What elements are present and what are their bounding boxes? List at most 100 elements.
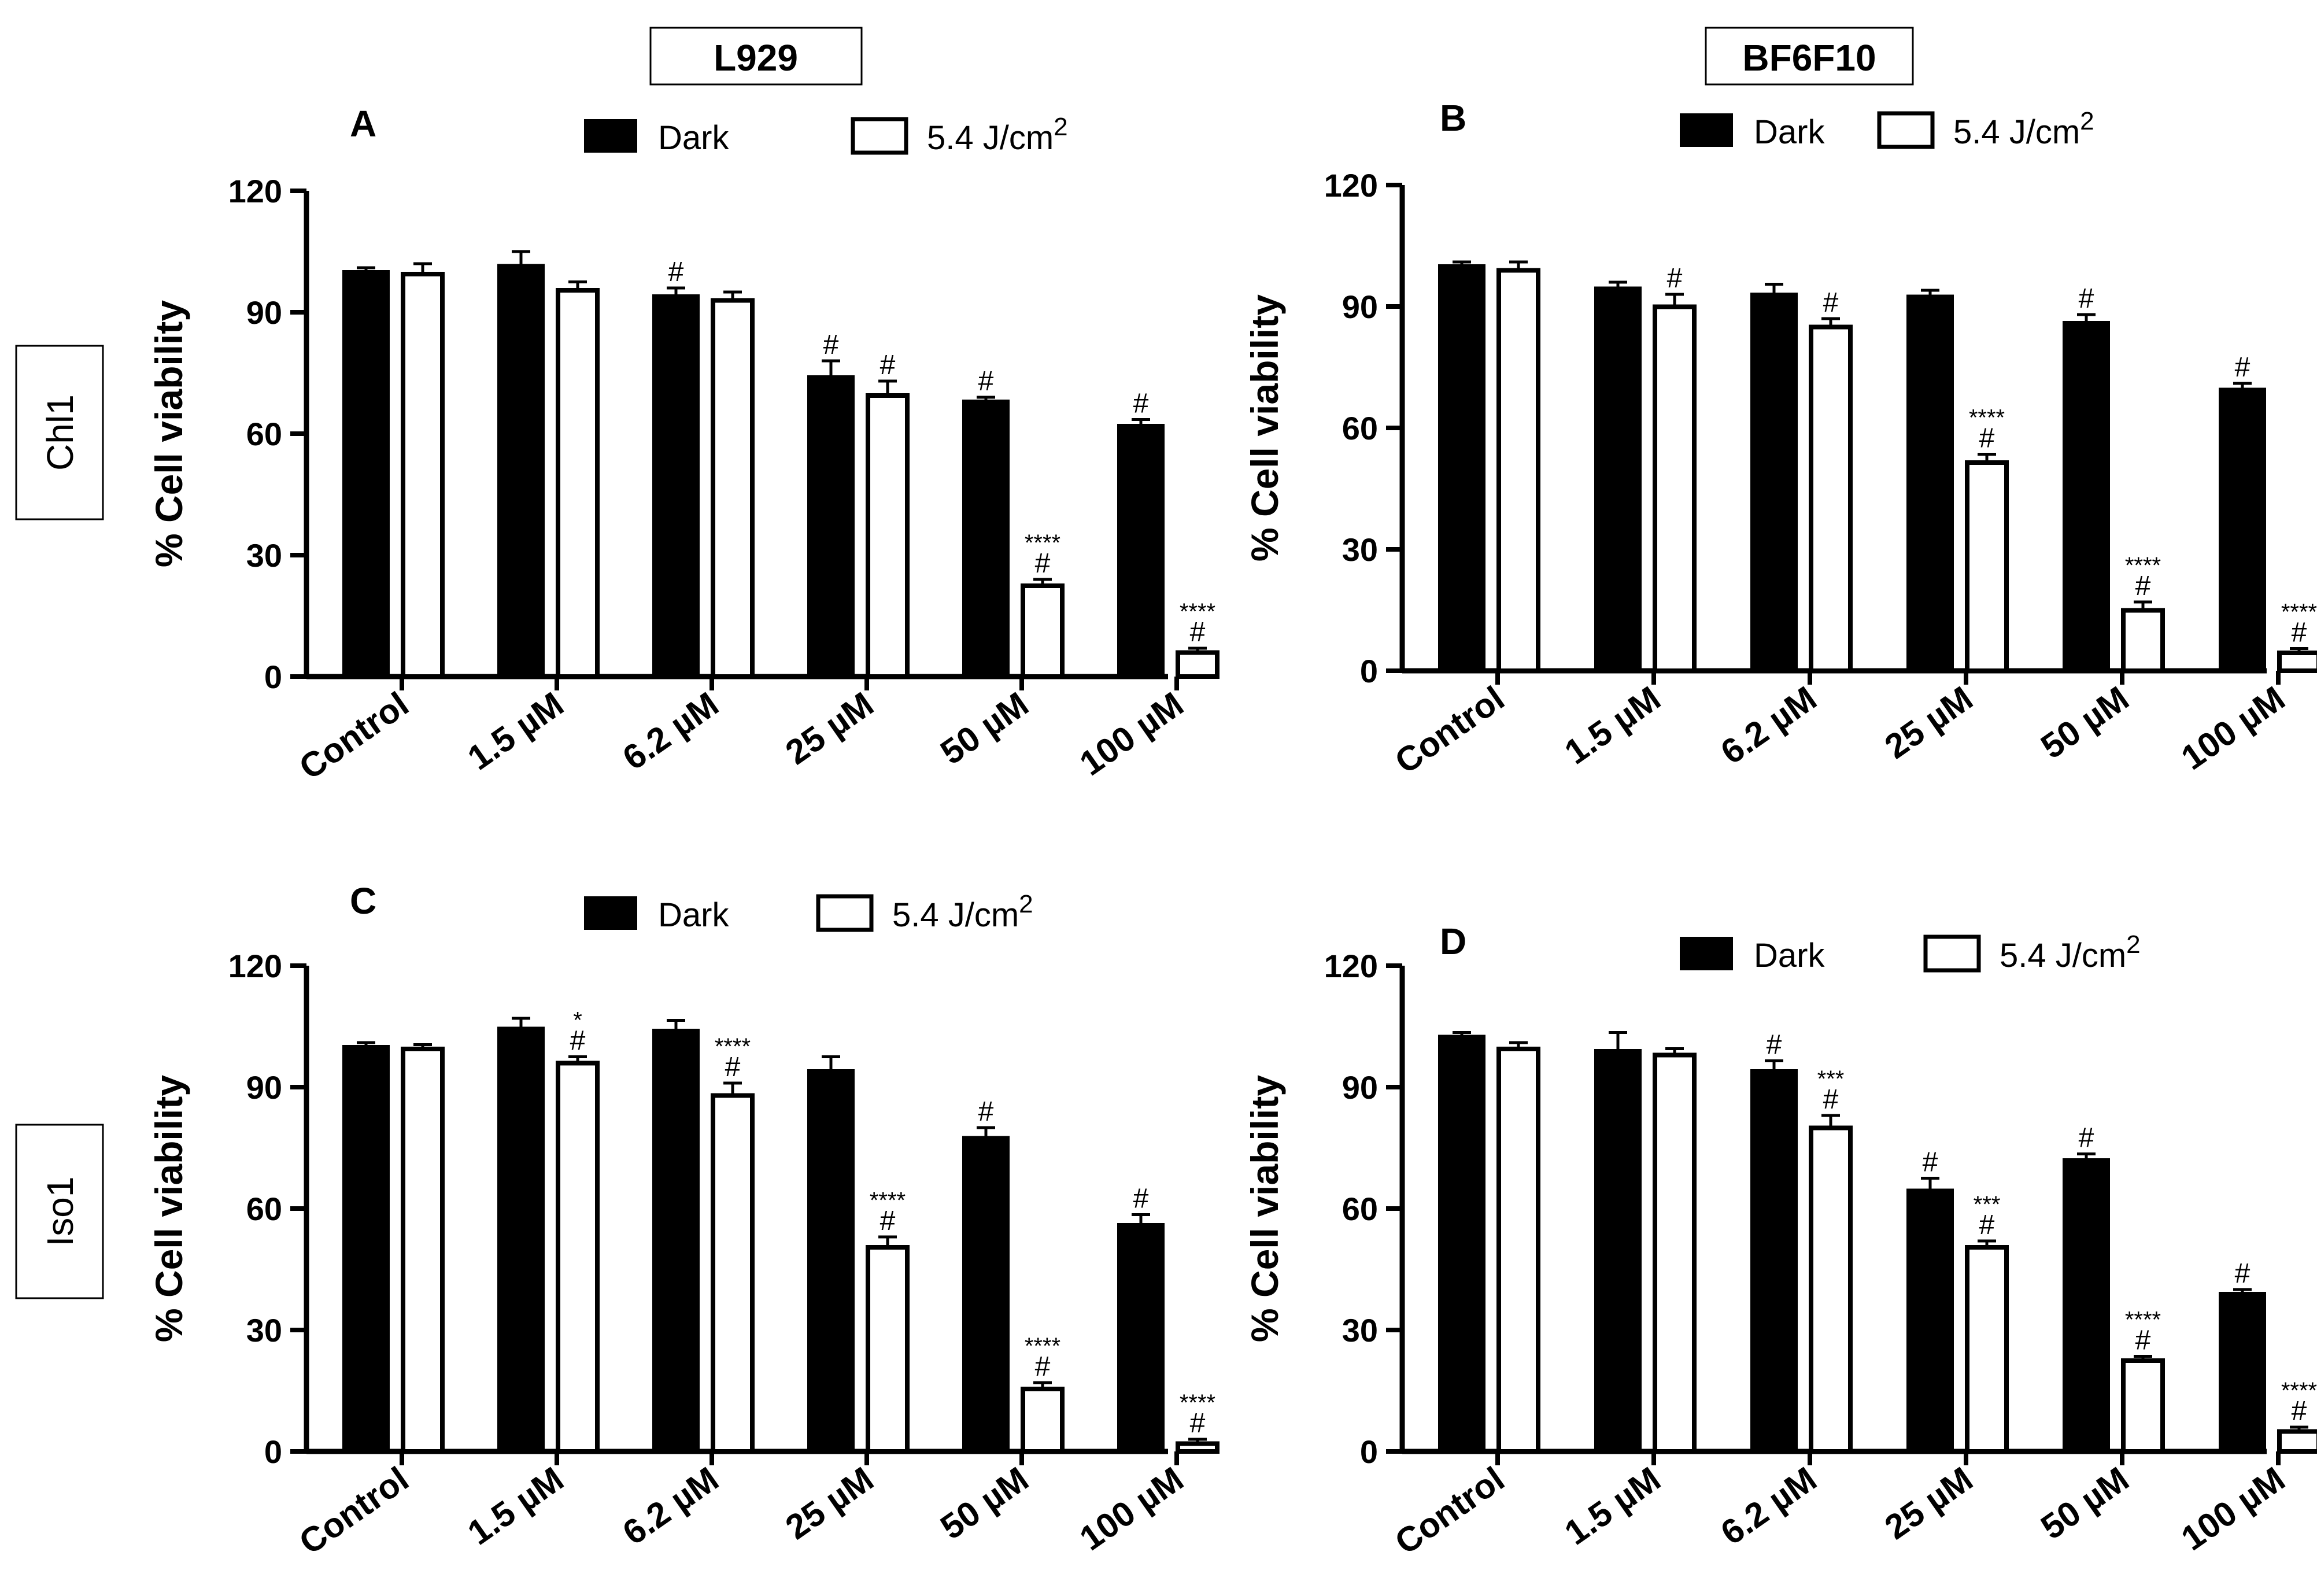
bar-light (1176, 1441, 1220, 1454)
row-header-chl1-label: Chl1 (39, 394, 81, 471)
panel-b: B Dark 5.4 J/cm2 0 30 60 90 120 % Cell viability… (1243, 97, 2317, 781)
annotation-hash: # (1035, 548, 1051, 579)
bar-light (711, 1093, 755, 1454)
y-tick-label: 120 (228, 173, 282, 209)
y-tick-label: 30 (1342, 531, 1378, 568)
annotation-significance: **** (2281, 1378, 2317, 1403)
y-tick-label: 120 (1324, 948, 1378, 984)
y-tick-label: 60 (246, 1191, 282, 1227)
x-tick-label: 1.5 µM (1558, 679, 1668, 772)
bar-dark (1594, 1049, 1642, 1453)
bar-dark (807, 1069, 855, 1453)
x-tick-label: 50 µM (2034, 1460, 2135, 1547)
legend-swatch-dark (584, 119, 637, 153)
x-tick-label: Control (292, 1460, 415, 1562)
legend-label-dark: Dark (1754, 937, 1825, 974)
bar-light (1176, 650, 1220, 679)
annotation-hash: # (1133, 1184, 1149, 1214)
bar-light (2121, 1358, 2165, 1454)
annotation-hash: # (1979, 423, 1995, 454)
bar-dark (1117, 424, 1165, 678)
x-tick-label: 50 µM (933, 1460, 1035, 1547)
legend-swatch-light (1923, 934, 1981, 973)
y-axis-label: % Cell viability (147, 300, 190, 567)
annotation-hash: # (2135, 571, 2151, 601)
annotation-hash: # (2292, 618, 2307, 648)
legend-label-dark: Dark (658, 896, 729, 934)
y-tick-label: 60 (1342, 1191, 1378, 1227)
y-tick-label: 30 (246, 1312, 282, 1349)
legend-label-superscript: 2 (1019, 890, 1033, 918)
y-tick-label: 90 (1342, 1069, 1378, 1106)
legend-label-light: 5.4 J/cm2 (2000, 930, 2141, 974)
x-tick-label: 1.5 µM (461, 1460, 571, 1553)
legend-swatch-dark (1680, 937, 1733, 970)
annotation-hash: # (823, 330, 839, 360)
y-tick-label: 90 (246, 1069, 282, 1106)
y-tick-label: 30 (246, 537, 282, 574)
bar-dark (342, 1045, 390, 1453)
bar-dark (1750, 293, 1798, 673)
legend-label-dark: Dark (1754, 113, 1825, 151)
column-header-l929: L929 (649, 27, 863, 86)
y-tick-label: 120 (1324, 167, 1378, 204)
annotation-significance: *** (1974, 1192, 2001, 1217)
annotation-hash: # (978, 366, 994, 397)
panel-a: A Dark 5.4 J/cm2 0 30 60 90 120 % Cell viability… (147, 103, 1220, 787)
legend-label-light: 5.4 J/cm2 (1953, 107, 2094, 151)
bar-dark (1438, 264, 1485, 673)
bar-light (1965, 1245, 2009, 1454)
bar-light (401, 1047, 445, 1454)
legend: Dark 5.4 J/cm2 (1680, 107, 2094, 151)
y-tick-label: 0 (264, 1434, 282, 1470)
annotation-significance: * (573, 1008, 582, 1033)
annotation-hash: # (978, 1096, 994, 1127)
column-header-l929-label: L929 (714, 37, 798, 79)
x-tick-label: Control (1388, 1460, 1511, 1562)
annotation-hash: # (2079, 283, 2094, 314)
annotation-hash: # (1035, 1351, 1051, 1382)
annotation-significance: **** (1025, 530, 1060, 556)
x-tick-label: 25 µM (778, 685, 880, 772)
bar-light (1653, 304, 1697, 673)
x-tick-label: Control (1388, 679, 1511, 781)
x-tick-label: 100 µM (2174, 679, 2292, 777)
x-tick-label: 100 µM (1073, 685, 1190, 783)
legend-label-light: 5.4 J/cm2 (927, 113, 1068, 157)
bar-dark (2219, 387, 2266, 673)
legend: Dark 5.4 J/cm2 (584, 113, 1068, 157)
legend-label-superscript: 2 (1054, 113, 1067, 141)
x-tick-label: 25 µM (778, 1460, 880, 1547)
bar-light (1965, 460, 2009, 673)
annotation-significance: **** (1180, 1390, 1215, 1416)
panel-letter: C (350, 880, 376, 922)
bar-dark (1594, 286, 1642, 673)
legend-label-dark: Dark (658, 119, 729, 157)
annotation-significance: **** (2125, 553, 2161, 578)
annotation-significance: **** (1969, 405, 2005, 431)
annotation-hash: # (1190, 617, 1206, 648)
bar-light (2121, 608, 2165, 673)
legend: Dark 5.4 J/cm2 (584, 890, 1033, 934)
bar-dark (962, 400, 1010, 678)
legend-label-light: 5.4 J/cm2 (892, 890, 1033, 934)
bar-dark (1906, 1188, 1954, 1453)
bar-light (1496, 268, 1540, 673)
bar-light (1021, 1387, 1065, 1454)
annotation-hash: # (880, 350, 896, 380)
bar-dark (1906, 294, 1954, 673)
column-header-bf6f10-label: BF6F10 (1742, 37, 1876, 79)
bar-dark (807, 375, 855, 678)
row-header-chl1: Chl1 (15, 345, 104, 520)
bar-dark (2063, 321, 2110, 673)
bar-dark (652, 294, 700, 678)
y-axis-label: % Cell viability (147, 1075, 190, 1342)
legend-swatch-light (851, 117, 908, 155)
annotation-hash: # (1190, 1408, 1206, 1439)
bar-dark (1438, 1035, 1485, 1453)
annotation-hash: # (2079, 1123, 2094, 1154)
y-tick-label: 120 (228, 948, 282, 984)
y-tick-label: 0 (264, 659, 282, 695)
row-header-iso1: Iso1 (15, 1124, 104, 1299)
legend: Dark 5.4 J/cm2 (1680, 930, 2141, 974)
